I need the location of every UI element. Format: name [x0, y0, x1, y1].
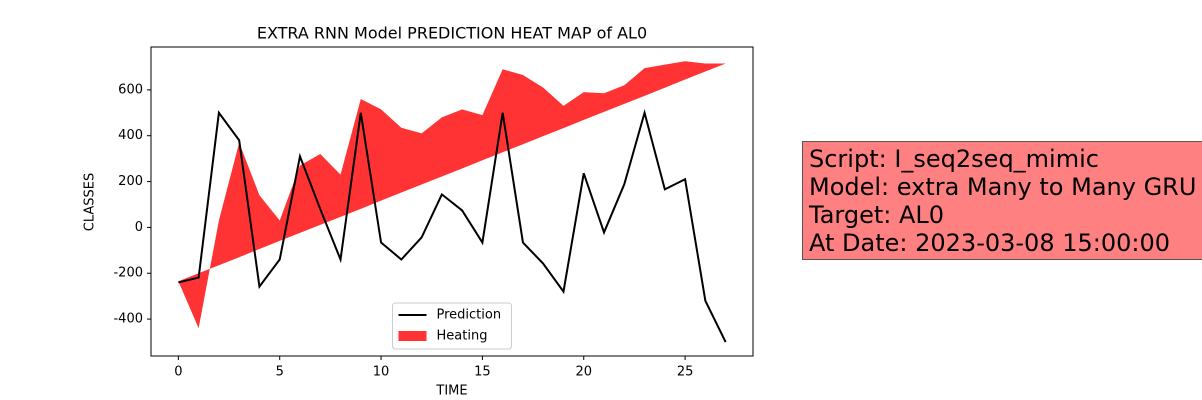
y-tick-label: -400	[113, 312, 143, 327]
info-line: Target: AL0	[809, 201, 945, 229]
chart-title: EXTRA RNN Model PREDICTION HEAT MAP of A…	[257, 24, 647, 43]
y-tick-label: -200	[113, 266, 143, 281]
legend: Prediction Heating	[392, 302, 512, 350]
y-axis-label: CLASSES	[83, 173, 98, 231]
x-axis-label: TIME	[435, 384, 467, 399]
y-tick-label: 0	[135, 220, 143, 235]
x-tick-label: 25	[677, 365, 694, 380]
legend-label: Heating	[437, 329, 488, 344]
x-tick-label: 0	[174, 365, 182, 380]
x-tick-label: 15	[474, 365, 491, 380]
info-box: Script: I_seq2seq_mimic Model: extra Many…	[802, 141, 1202, 260]
x-tick-label: 20	[575, 365, 592, 380]
y-tick-label: 200	[118, 174, 143, 189]
y-tick-label: 400	[118, 128, 143, 143]
legend-swatch	[398, 331, 427, 341]
plot-frame	[150, 46, 754, 357]
area	[178, 61, 726, 329]
info-line: At Date: 2023-03-08 15:00:00	[809, 229, 1171, 257]
line	[178, 109, 727, 343]
info-line: Script: I_seq2seq_mimic	[809, 145, 1099, 173]
x-tick-label: 10	[373, 365, 390, 380]
y-tick-label: 600	[118, 82, 143, 97]
info-line: Model: extra Many to Many GRU	[809, 173, 1197, 201]
x-tick-label: 5	[276, 365, 284, 380]
legend-label: Prediction	[437, 308, 502, 323]
